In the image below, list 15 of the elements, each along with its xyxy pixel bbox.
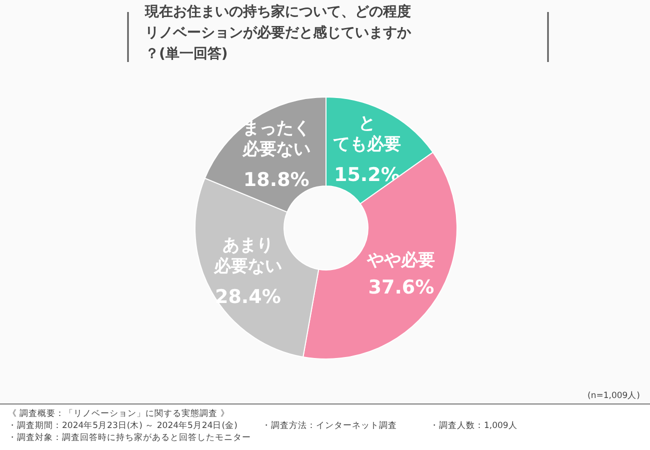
text: ・調査人数：1,009人 (430, 420, 518, 431)
chart-title: 現在お住まいの持ち家について、どの程度リノベーションが必要だと感じていますか？(単一回答) (144, 3, 412, 62)
slice-label: あまり必要ない (212, 235, 282, 276)
data-label: 15.2% (334, 164, 400, 186)
text: ・調査期間：2024年5月23日(木) ～ 2024年5月24日(金) (8, 420, 238, 431)
slice-label: とても必要 (332, 113, 401, 154)
data-label: 28.4% (214, 286, 281, 308)
data-label: 18.8% (243, 169, 310, 192)
data-label: 37.6% (368, 276, 434, 299)
text: ・調査方法：インターネット調査 (262, 420, 397, 431)
text: ・調査対象：調査回答時に持ち家があると回答したモニター (8, 432, 251, 443)
text: (n=1,009人) (588, 390, 640, 401)
slice-label: やや必要 (366, 250, 436, 271)
text: 《 調査概要：「リノベーション」に関する実態調査 》 (8, 408, 230, 419)
slice-label: まったく必要ない (241, 118, 310, 160)
